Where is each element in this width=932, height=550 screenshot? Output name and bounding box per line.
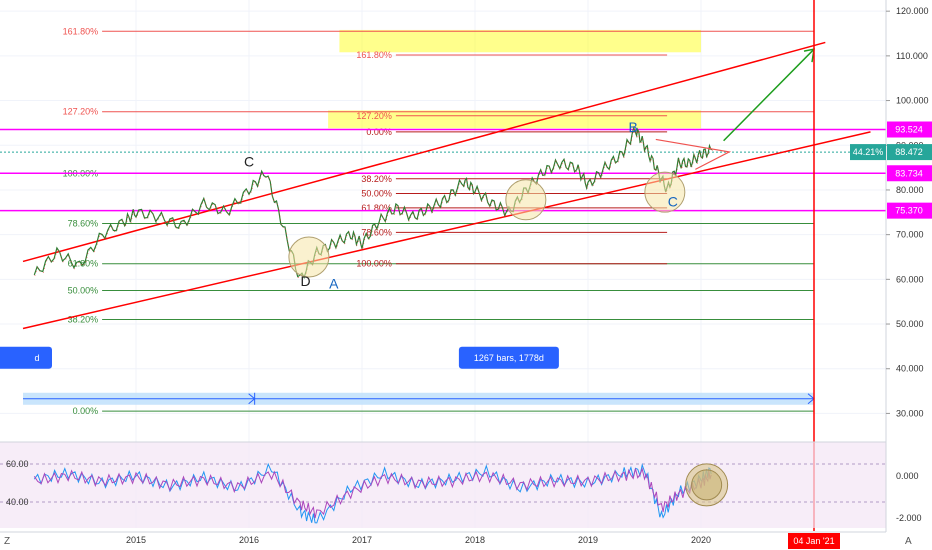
price-badge-prefix-box — [850, 144, 886, 161]
current-date-badge[interactable] — [788, 533, 840, 549]
date-range-midmarker — [248, 392, 256, 405]
oscillator-right-tick-label: -2.000 — [896, 513, 922, 523]
time-axis-tick-label: 2018 — [465, 535, 485, 545]
target-zone[interactable] — [339, 29, 701, 53]
time-axis-tick-label: 2016 — [239, 535, 259, 545]
fib1-level-label: 161.80% — [63, 26, 99, 36]
projection-arrow-line[interactable] — [723, 48, 815, 142]
oscillator-line — [33, 467, 712, 519]
highlight-circle[interactable] — [288, 236, 330, 278]
horizontal-levels[interactable] — [0, 128, 886, 212]
fib1-level-label: 78.60% — [68, 218, 99, 228]
price-axis-tick-label: 110.000 — [896, 51, 928, 61]
price-axis-tick-label: 40.000 — [896, 364, 924, 374]
left-badge-box[interactable] — [0, 346, 52, 369]
date-range-tool[interactable]: 1267 bars, 1778d d — [0, 346, 815, 405]
fib1-level-label: 38.20% — [68, 315, 99, 325]
highlight-circle[interactable] — [644, 171, 686, 213]
trend-channel[interactable] — [22, 41, 871, 330]
price-badge-label: 88.472 — [895, 147, 923, 157]
target-zone[interactable] — [328, 110, 701, 129]
date-range-label-box[interactable] — [458, 346, 559, 369]
price-badge[interactable] — [887, 165, 932, 182]
price-axis-tick-label: 50.000 — [896, 319, 924, 329]
annotations[interactable]: C D A B C — [244, 0, 815, 531]
price-axis-tick-label: 120.000 — [896, 6, 929, 16]
price-line — [33, 125, 713, 280]
wave-label: B — [629, 119, 638, 135]
time-axis-tick-label: 2020 — [691, 535, 711, 545]
fib2-level-label: 127.20% — [356, 111, 392, 121]
trend-line[interactable] — [22, 131, 871, 330]
price-axis-tick-label: 30.000 — [896, 408, 924, 418]
oscillator-left-tick-label: 40.00 — [6, 497, 29, 507]
fib2-level-label: 0.00% — [366, 127, 392, 137]
price-series — [33, 125, 713, 280]
triangle-pattern[interactable] — [655, 138, 732, 170]
price-badge-label: 83.734 — [895, 168, 923, 178]
time-axis-tick-label: 2015 — [126, 535, 146, 545]
highlight-circle[interactable] — [505, 179, 547, 221]
wave-label: C — [244, 154, 254, 170]
fib1-level-label: 50.00% — [68, 286, 99, 296]
wave-label: D — [300, 273, 310, 289]
ui-overlays: Z A — [4, 536, 912, 547]
fib2-level-label: 50.00% — [361, 189, 392, 199]
time-axis-tick-label: 2017 — [352, 535, 372, 545]
price-badge-prefix: 44.21% — [853, 147, 884, 157]
price-axis-tick-label: 100.000 — [896, 96, 929, 106]
price-axis-tick-label: 80.000 — [896, 185, 924, 195]
wave-label: A — [329, 275, 339, 291]
price-badge-label: 75.370 — [895, 206, 923, 216]
oscillator-pane — [0, 441, 886, 528]
fib2-level-label: 161.80% — [356, 50, 392, 60]
price-axis-tick-label: 60.000 — [896, 274, 924, 284]
current-date-label: 04 Jan '21 — [793, 536, 834, 546]
fib2-level-label: 61.80% — [361, 203, 392, 213]
trend-line[interactable] — [22, 41, 826, 263]
fib2-level-label: 78.60% — [361, 227, 392, 237]
oscillator-right-tick-label: 0.000 — [896, 471, 919, 481]
auto-scale-corner-label[interactable]: A — [905, 536, 912, 547]
price-axis-tick-label: 70.000 — [896, 230, 924, 240]
wave-label: C — [668, 193, 678, 209]
fib2-level-label: 100.00% — [356, 259, 392, 269]
price-badge-label: 93.524 — [895, 125, 923, 135]
fib1-level-label: 0.00% — [73, 406, 99, 416]
price-axis-panel — [886, 0, 932, 550]
left-badge-label: d — [34, 353, 39, 363]
target-zones — [328, 29, 701, 129]
fib1-level-label: 127.20% — [63, 107, 99, 117]
price-badge[interactable] — [887, 202, 932, 219]
time-axis-tick-label: 2019 — [578, 535, 598, 545]
fib2-level-label: 38.20% — [361, 174, 392, 184]
timezone-corner-label[interactable]: Z — [4, 536, 10, 547]
price-badge[interactable] — [887, 121, 932, 138]
oscillator-left-tick-label: 60.00 — [6, 459, 29, 469]
oscillator-highlight-inner — [691, 469, 723, 501]
date-range-label: 1267 bars, 1778d — [474, 353, 544, 363]
price-badge[interactable] — [887, 144, 932, 161]
